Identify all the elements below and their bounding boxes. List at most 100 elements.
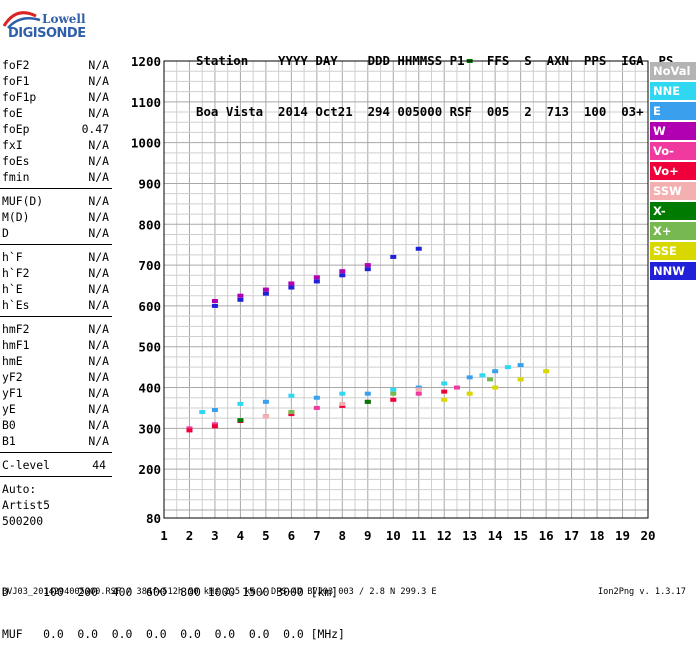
data-point-vo xyxy=(453,385,460,390)
param-name: fmin xyxy=(2,170,30,184)
param-name: C-level xyxy=(2,458,51,472)
param-row: h`F N/A xyxy=(0,249,112,265)
param-row: yF1 N/A xyxy=(0,385,112,401)
param-row: foEp 0.47 xyxy=(0,121,112,137)
data-point-w xyxy=(313,275,320,280)
y-tick-label: 300 xyxy=(138,421,161,436)
header-labels: Station YYYY DAY DDD HHMMSS P1 FFS S AXN… xyxy=(196,53,674,68)
logo-lowell-text: Lowell xyxy=(42,12,86,26)
param-name: hmE xyxy=(2,354,23,368)
data-point-e xyxy=(364,391,371,396)
data-point-sse xyxy=(517,377,524,382)
y-tick-label: 500 xyxy=(138,340,161,355)
param-name: h`Es xyxy=(2,298,30,312)
data-point-x xyxy=(237,418,244,423)
legend-item-vo: Vo+ xyxy=(650,162,696,180)
x-tick-label: 2 xyxy=(186,528,194,543)
data-point-sse xyxy=(441,397,448,402)
param-name: foF1p xyxy=(2,90,37,104)
data-point-sse xyxy=(543,369,550,374)
data-point-nnw xyxy=(313,279,320,284)
y-tick-label: 1100 xyxy=(131,95,161,110)
param-value: N/A xyxy=(88,250,109,264)
data-point-vo xyxy=(390,397,397,402)
data-point-e xyxy=(492,369,499,374)
separator xyxy=(0,188,112,189)
param-name: h`E xyxy=(2,282,23,296)
legend-item-nnw: NNW xyxy=(650,262,696,280)
scaled-parameters-panel: foF2 N/A foF1 N/A foF1p N/A foE N/A foEp 0.47 fxI N… xyxy=(0,57,112,529)
param-name: foEp xyxy=(2,122,30,136)
param-row: MUF(D) N/A xyxy=(0,193,112,209)
param-value: N/A xyxy=(88,266,109,280)
x-tick-label: 15 xyxy=(513,528,528,543)
y-tick-labels: 80 200 300 400 500 600 700 800 900 1000 1100 1200 xyxy=(131,54,161,526)
data-point-x xyxy=(288,410,295,415)
param-value: N/A xyxy=(88,210,109,224)
data-point-vo xyxy=(313,405,320,410)
legend-item-vo: Vo- xyxy=(650,142,696,160)
plot-frame xyxy=(163,60,649,519)
data-point-w xyxy=(288,281,295,286)
param-row: B1 N/A xyxy=(0,433,112,449)
muf-row: MUF 0.0 0.0 0.0 0.0 0.0 0.0 0.0 0.0 [MHz… xyxy=(2,627,345,641)
param-value: N/A xyxy=(88,138,109,152)
file-info-line: BVJ03_2014294005000.RSF / 384fx512h 50 k… xyxy=(2,587,437,597)
param-value: N/A xyxy=(88,90,109,104)
data-point-sse xyxy=(466,391,473,396)
data-point-e xyxy=(262,399,269,404)
data-point-e xyxy=(313,395,320,400)
legend: NoVal NNE E W Vo- Vo+ SSW X- X+ SSE NNW xyxy=(650,62,696,282)
param-name: yF2 xyxy=(2,370,23,384)
x-tick-label: 3 xyxy=(211,528,219,543)
param-row: hmF2 N/A xyxy=(0,321,112,337)
param-value: N/A xyxy=(88,386,109,400)
header-table: Station YYYY DAY DDD HHMMSS P1 FFS S AXN… xyxy=(196,18,673,137)
header-values: Boa Vista 2014 Oct21 294 005000 RSF 005 … xyxy=(196,104,674,119)
legend-item-x: X+ xyxy=(650,222,696,240)
x-tick-label: 9 xyxy=(364,528,372,543)
param-value: N/A xyxy=(88,418,109,432)
param-value: N/A xyxy=(88,194,109,208)
data-point-nnw xyxy=(237,297,244,302)
data-point-nne xyxy=(288,393,295,398)
y-tick-label: 400 xyxy=(138,381,161,396)
param-name: foE xyxy=(2,106,23,120)
x-tick-label: 12 xyxy=(437,528,452,543)
param-value: N/A xyxy=(88,58,109,72)
param-name: foF1 xyxy=(2,74,30,88)
x-tick-label: 1 xyxy=(160,528,168,543)
separator xyxy=(0,476,112,477)
y-tick-label: 200 xyxy=(138,462,161,477)
param-name: foF2 xyxy=(2,58,30,72)
data-point-vo xyxy=(415,391,422,396)
param-name: foEs xyxy=(2,154,30,168)
data-point-ssw xyxy=(339,401,346,406)
param-name: yF1 xyxy=(2,386,23,400)
x-tick-label: 8 xyxy=(339,528,347,543)
data-point-nne xyxy=(479,373,486,378)
legend-item-sse: SSE xyxy=(650,242,696,260)
param-name: h`F2 xyxy=(2,266,30,280)
param-row: fmin N/A xyxy=(0,169,112,185)
x-tick-label: 14 xyxy=(488,528,503,543)
autoscaling-info: Auto: Artist5 500200 xyxy=(0,481,112,529)
param-row: yE N/A xyxy=(0,401,112,417)
separator xyxy=(0,316,112,317)
data-point-nnw xyxy=(364,267,371,272)
param-value: 0.47 xyxy=(81,122,109,136)
data-point-x xyxy=(364,399,371,404)
param-value: N/A xyxy=(88,322,109,336)
data-point-x xyxy=(390,391,397,396)
data-point-vo xyxy=(339,403,346,408)
param-row: foF1 N/A xyxy=(0,73,112,89)
y-tick-label: 600 xyxy=(138,299,161,314)
param-row: foEs N/A xyxy=(0,153,112,169)
param-row: C-level 44 xyxy=(0,457,112,473)
x-tick-labels: 1 2 3 4 5 6 7 8 9 10 11 12 13 14 15 16 17 18 19 20 xyxy=(160,528,655,543)
data-point-vo xyxy=(186,428,193,433)
x-tick-label: 16 xyxy=(539,528,554,543)
param-name: fxI xyxy=(2,138,23,152)
param-row: h`F2 N/A xyxy=(0,265,112,281)
data-point-vo xyxy=(211,424,218,429)
